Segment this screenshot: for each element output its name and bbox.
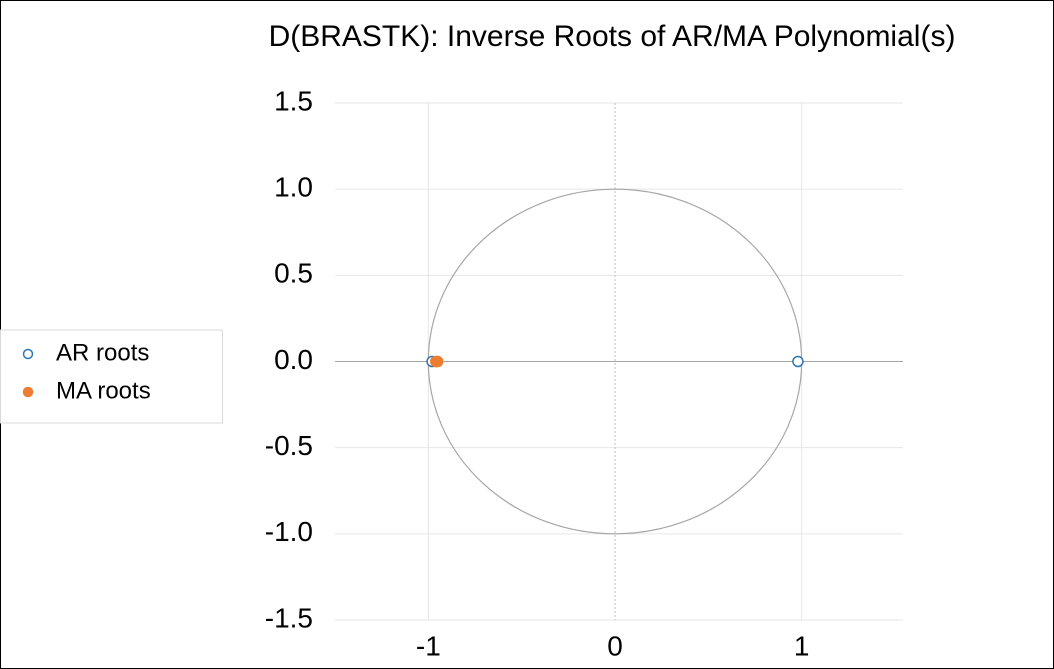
x-tick-label: -1 — [416, 630, 441, 661]
legend-marker — [22, 386, 34, 398]
x-tick-label: 1 — [794, 630, 810, 661]
y-tick-label: -1.0 — [265, 516, 313, 547]
x-tick-label: 0 — [607, 630, 623, 661]
legend-marker — [22, 348, 34, 360]
y-tick-label: -0.5 — [265, 430, 313, 461]
legend-label: MA roots — [56, 377, 151, 404]
legend: AR roots MA roots — [0, 329, 223, 424]
legend-box — [0, 329, 223, 424]
y-tick-label: 0.5 — [274, 258, 313, 289]
y-tick-label: 0.0 — [274, 344, 313, 375]
y-tick-label: 1.5 — [274, 85, 313, 116]
chart-title: D(BRASTK): Inverse Roots of AR/MA Polyno… — [269, 20, 956, 53]
y-tick-label: 1.0 — [274, 172, 313, 203]
legend-label: AR roots — [56, 339, 149, 366]
data-point — [431, 355, 444, 368]
y-tick-label: -1.5 — [265, 602, 313, 633]
data-point — [792, 355, 804, 368]
